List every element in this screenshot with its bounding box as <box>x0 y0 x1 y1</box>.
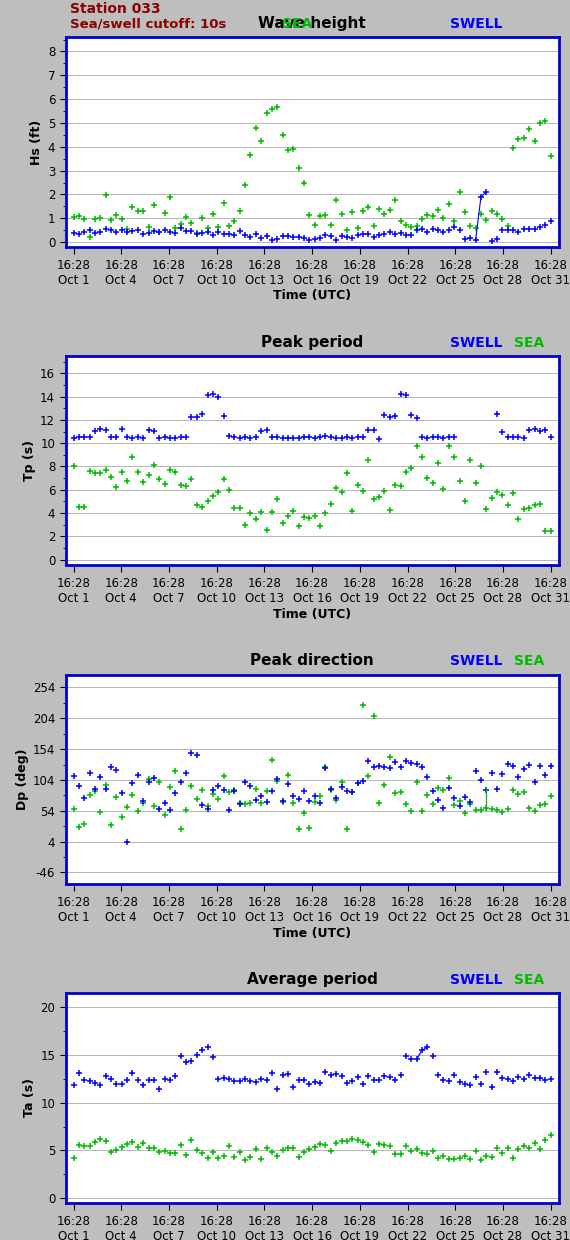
Text: Peak direction: Peak direction <box>250 653 374 668</box>
Text: SEA: SEA <box>282 17 312 31</box>
Text: Wave height: Wave height <box>258 16 366 31</box>
Text: SWELL: SWELL <box>450 973 503 987</box>
Y-axis label: Ta (s): Ta (s) <box>23 1079 36 1117</box>
Text: SEA: SEA <box>514 655 544 668</box>
X-axis label: Time (UTC): Time (UTC) <box>273 926 351 940</box>
Y-axis label: Dp (deg): Dp (deg) <box>15 749 28 810</box>
Text: SEA: SEA <box>514 336 544 350</box>
Y-axis label: Tp (s): Tp (s) <box>23 440 36 481</box>
Text: Station 033: Station 033 <box>71 2 161 16</box>
Text: SWELL: SWELL <box>450 336 503 350</box>
Text: SWELL: SWELL <box>450 655 503 668</box>
Text: Sea/swell cutoff: 10s: Sea/swell cutoff: 10s <box>71 17 227 31</box>
X-axis label: Time (UTC): Time (UTC) <box>273 608 351 621</box>
Text: Average period: Average period <box>247 972 377 987</box>
Text: SEA: SEA <box>514 973 544 987</box>
X-axis label: Time (UTC): Time (UTC) <box>273 289 351 303</box>
Text: SWELL: SWELL <box>450 17 503 31</box>
Text: Peak period: Peak period <box>261 335 363 350</box>
Y-axis label: Hs (ft): Hs (ft) <box>30 119 43 165</box>
